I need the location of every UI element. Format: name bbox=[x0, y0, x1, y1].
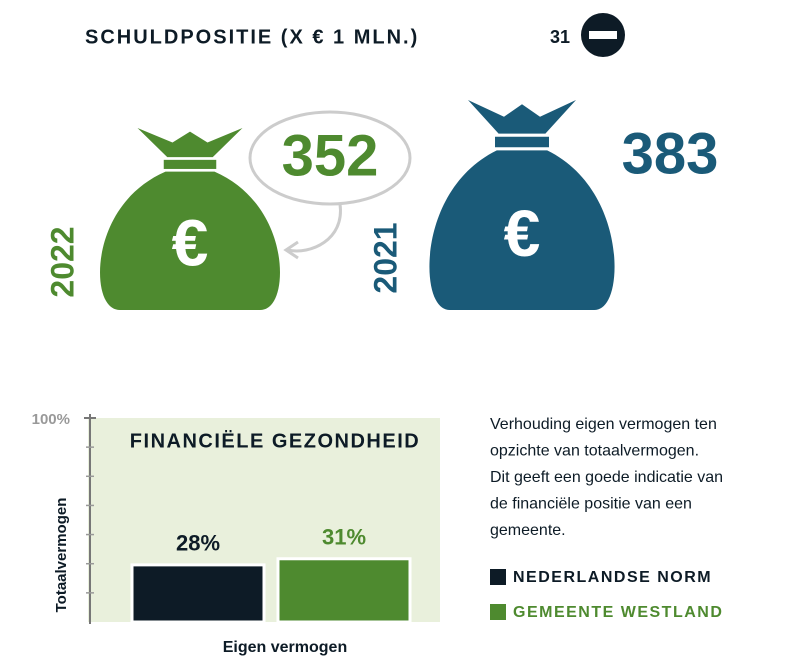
bar bbox=[130, 563, 266, 624]
change-value: 31 bbox=[550, 27, 570, 47]
chart-title: FINANCIËLE GEZONDHEID bbox=[130, 429, 420, 452]
callout-ellipse bbox=[248, 110, 412, 206]
legend-swatch bbox=[490, 604, 506, 620]
y-axis-label: Totaalvermogen bbox=[53, 498, 70, 613]
callout-arrowhead bbox=[283, 240, 299, 260]
legend-label: NEDERLANDSE NORM bbox=[513, 569, 712, 586]
description-line: de financiële positie van een bbox=[490, 496, 692, 513]
y-tick-label: 100% bbox=[32, 411, 70, 428]
description-line: Verhouding eigen vermogen ten bbox=[490, 416, 717, 433]
bag-band bbox=[163, 159, 217, 169]
currency-symbol: € bbox=[504, 196, 541, 270]
money-bag bbox=[100, 128, 280, 310]
x-axis-label: Eigen vermogen bbox=[223, 639, 347, 656]
legend-swatch bbox=[490, 569, 506, 585]
legend-label: GEMEENTE WESTLAND bbox=[513, 604, 723, 621]
header-title: SCHULDPOSITIE (X € 1 MLN.) bbox=[85, 26, 419, 48]
bar bbox=[276, 557, 412, 624]
bag-year: 2022 bbox=[44, 226, 80, 297]
description-line: Dit geeft een goede indicatie van bbox=[490, 469, 723, 486]
minus-bar bbox=[589, 31, 617, 39]
value-label: 28% bbox=[176, 531, 220, 556]
description-line: gemeente. bbox=[490, 522, 566, 539]
value-label: 31% bbox=[322, 525, 366, 550]
currency-symbol: € bbox=[172, 206, 209, 280]
bag-value: 383 bbox=[622, 121, 719, 186]
bag-year: 2021 bbox=[367, 222, 403, 293]
description-line: opzichte van totaalvermogen. bbox=[490, 443, 699, 460]
bag-value: 352 bbox=[282, 123, 379, 188]
callout-arrow bbox=[287, 203, 342, 253]
money-bag bbox=[429, 100, 615, 310]
bag-band bbox=[495, 136, 549, 148]
